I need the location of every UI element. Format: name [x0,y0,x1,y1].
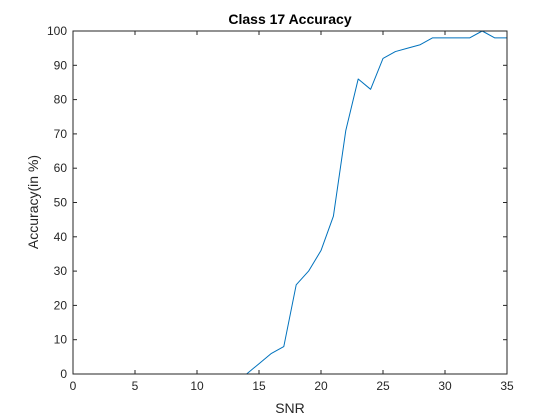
plot-area [73,31,507,374]
y-tick-label: 90 [54,58,68,72]
y-axis-ticks: 0 10 20 30 40 50 60 70 80 90 100 [47,24,507,381]
x-tick-label: 30 [438,379,452,393]
y-tick-label: 10 [54,333,68,347]
x-tick-label: 5 [132,379,139,393]
x-tick-label: 0 [70,379,77,393]
x-tick-label: 15 [252,379,266,393]
x-tick-label: 35 [500,379,514,393]
y-tick-label: 30 [54,264,68,278]
x-axis-label: SNR [275,400,305,416]
y-tick-label: 100 [47,24,67,38]
y-tick-label: 60 [54,161,68,175]
y-tick-label: 80 [54,93,68,107]
y-tick-label: 70 [54,127,68,141]
y-tick-label: 0 [60,367,67,381]
x-tick-label: 25 [376,379,390,393]
x-tick-label: 10 [190,379,204,393]
y-tick-label: 50 [54,196,68,210]
x-tick-label: 20 [314,379,328,393]
x-axis-ticks: 0 5 10 15 20 25 30 35 [70,31,514,393]
y-tick-label: 40 [54,230,68,244]
y-axis-label: Accuracy(in %) [25,155,41,249]
y-tick-label: 20 [54,298,68,312]
chart-title: Class 17 Accuracy [228,11,351,27]
